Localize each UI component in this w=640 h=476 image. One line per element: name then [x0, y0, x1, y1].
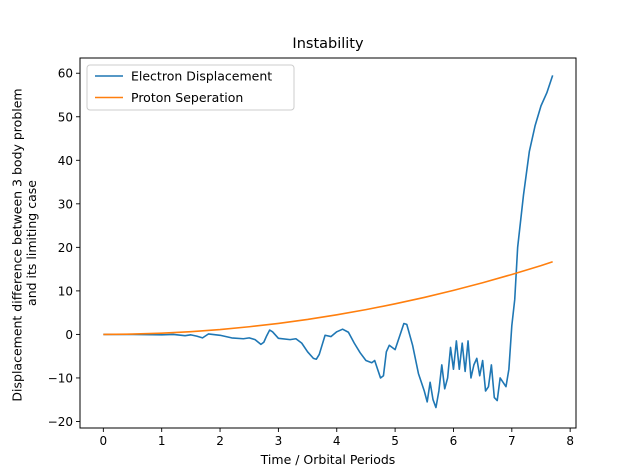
y-tick-label: 40: [58, 154, 73, 168]
chart-title: Instability: [292, 36, 364, 52]
series-line-1: [103, 75, 554, 409]
y-tick-label: 30: [58, 197, 73, 211]
y-axis-label-line: and its limiting case: [24, 180, 39, 306]
plot-frame: [79, 57, 577, 429]
x-tick-label: 0: [100, 434, 108, 448]
x-tick-label: 1: [158, 434, 166, 448]
legend: Electron Displacement Proton Seperation: [86, 64, 295, 111]
legend-box: [86, 64, 295, 111]
legend-label-2: Proton Seperation: [131, 90, 243, 105]
y-tick-label: −10: [48, 371, 73, 385]
legend-label-1: Electron Displacement: [131, 69, 272, 84]
x-axis-label: Time / Orbital Periods: [260, 452, 396, 467]
y-tick-label: 50: [58, 110, 73, 124]
y-axis-label-line: Displacement difference between 3 body p…: [9, 88, 24, 401]
y-tick-label: 10: [58, 284, 73, 298]
x-tick-label: 5: [391, 434, 399, 448]
x-tick-label: 8: [566, 434, 574, 448]
x-tick-label: 6: [450, 434, 458, 448]
plot-area: 0 1 2 3 4 5 6 7 8 −20 −10 0 10 20 30 40 50 60: [48, 57, 577, 448]
y-axis-label: Displacement difference between 3 body p…: [9, 84, 38, 401]
x-tick-label: 2: [216, 434, 224, 448]
y-tick-label: 60: [58, 67, 73, 81]
x-tick-label: 3: [275, 434, 283, 448]
y-tick-label: −20: [48, 415, 73, 429]
x-tick-label: 4: [333, 434, 341, 448]
y-tick-label: 20: [58, 241, 73, 255]
x-tick-label: 7: [508, 434, 516, 448]
series-line-2: [103, 260, 553, 336]
y-tick-label: 0: [65, 328, 73, 342]
